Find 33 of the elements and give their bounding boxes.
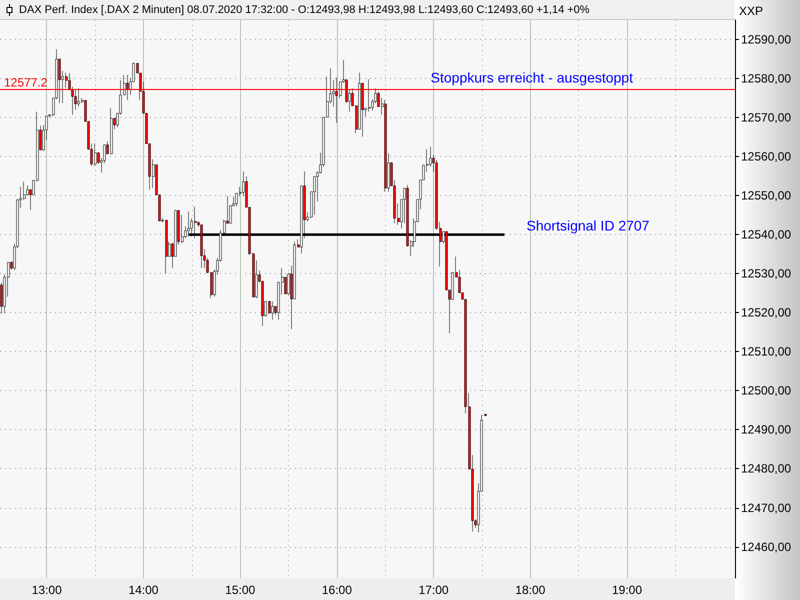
y-tick-label: 12460,00: [741, 540, 792, 554]
candlestick: [110, 108, 113, 154]
y-tick-label: 12580,00: [741, 72, 792, 86]
x-tick-label: 19:00: [612, 583, 642, 597]
x-tick-label: 18:00: [515, 583, 546, 597]
y-tick-label: 12560,00: [741, 150, 792, 164]
y-tick-label: 12510,00: [741, 344, 792, 359]
candlestick: [271, 301, 274, 320]
y-tick-label: 12470,00: [741, 500, 792, 515]
x-tick-label: 15:00: [225, 583, 256, 597]
x-tick-label: 16:00: [322, 583, 352, 597]
y-tick-label: 12540,00: [741, 228, 792, 242]
x-tick-label: 17:00: [418, 583, 449, 597]
y-tick-label: 12530,00: [741, 266, 792, 281]
y-axis-title: XXP: [739, 4, 764, 18]
candlestick: [77, 88, 80, 107]
y-tick-label: 12550,00: [741, 188, 792, 203]
y-tick-label: 12520,00: [741, 306, 792, 320]
chart-title: DAX Perf. Index [.DAX 2 Minuten] 08.07.2020 17:32:00 - O:12493,98 H:12493,98 L:12493,60 C:12493,60 +1,14 +0%: [19, 4, 590, 16]
candlestick: [165, 220, 168, 274]
ref-line-label: 12577.2: [4, 75, 48, 90]
y-tick-label: 12500,00: [741, 384, 792, 398]
series-label: Shortsignal ID 2707: [526, 218, 650, 234]
y-tick-label: 12490,00: [741, 422, 792, 437]
y-tick-label: 12590,00: [741, 32, 792, 47]
candlestick: [181, 214, 184, 244]
y-tick-label: 12570,00: [741, 110, 792, 125]
y-tick-label: 12480,00: [741, 462, 792, 476]
annotation: Stoppkurs erreicht - ausgestoppt: [430, 69, 634, 86]
candlestick: [94, 143, 97, 166]
x-tick-label: 13:00: [32, 583, 62, 597]
candlestick: [384, 100, 387, 192]
x-tick-label: 14:00: [128, 583, 159, 597]
